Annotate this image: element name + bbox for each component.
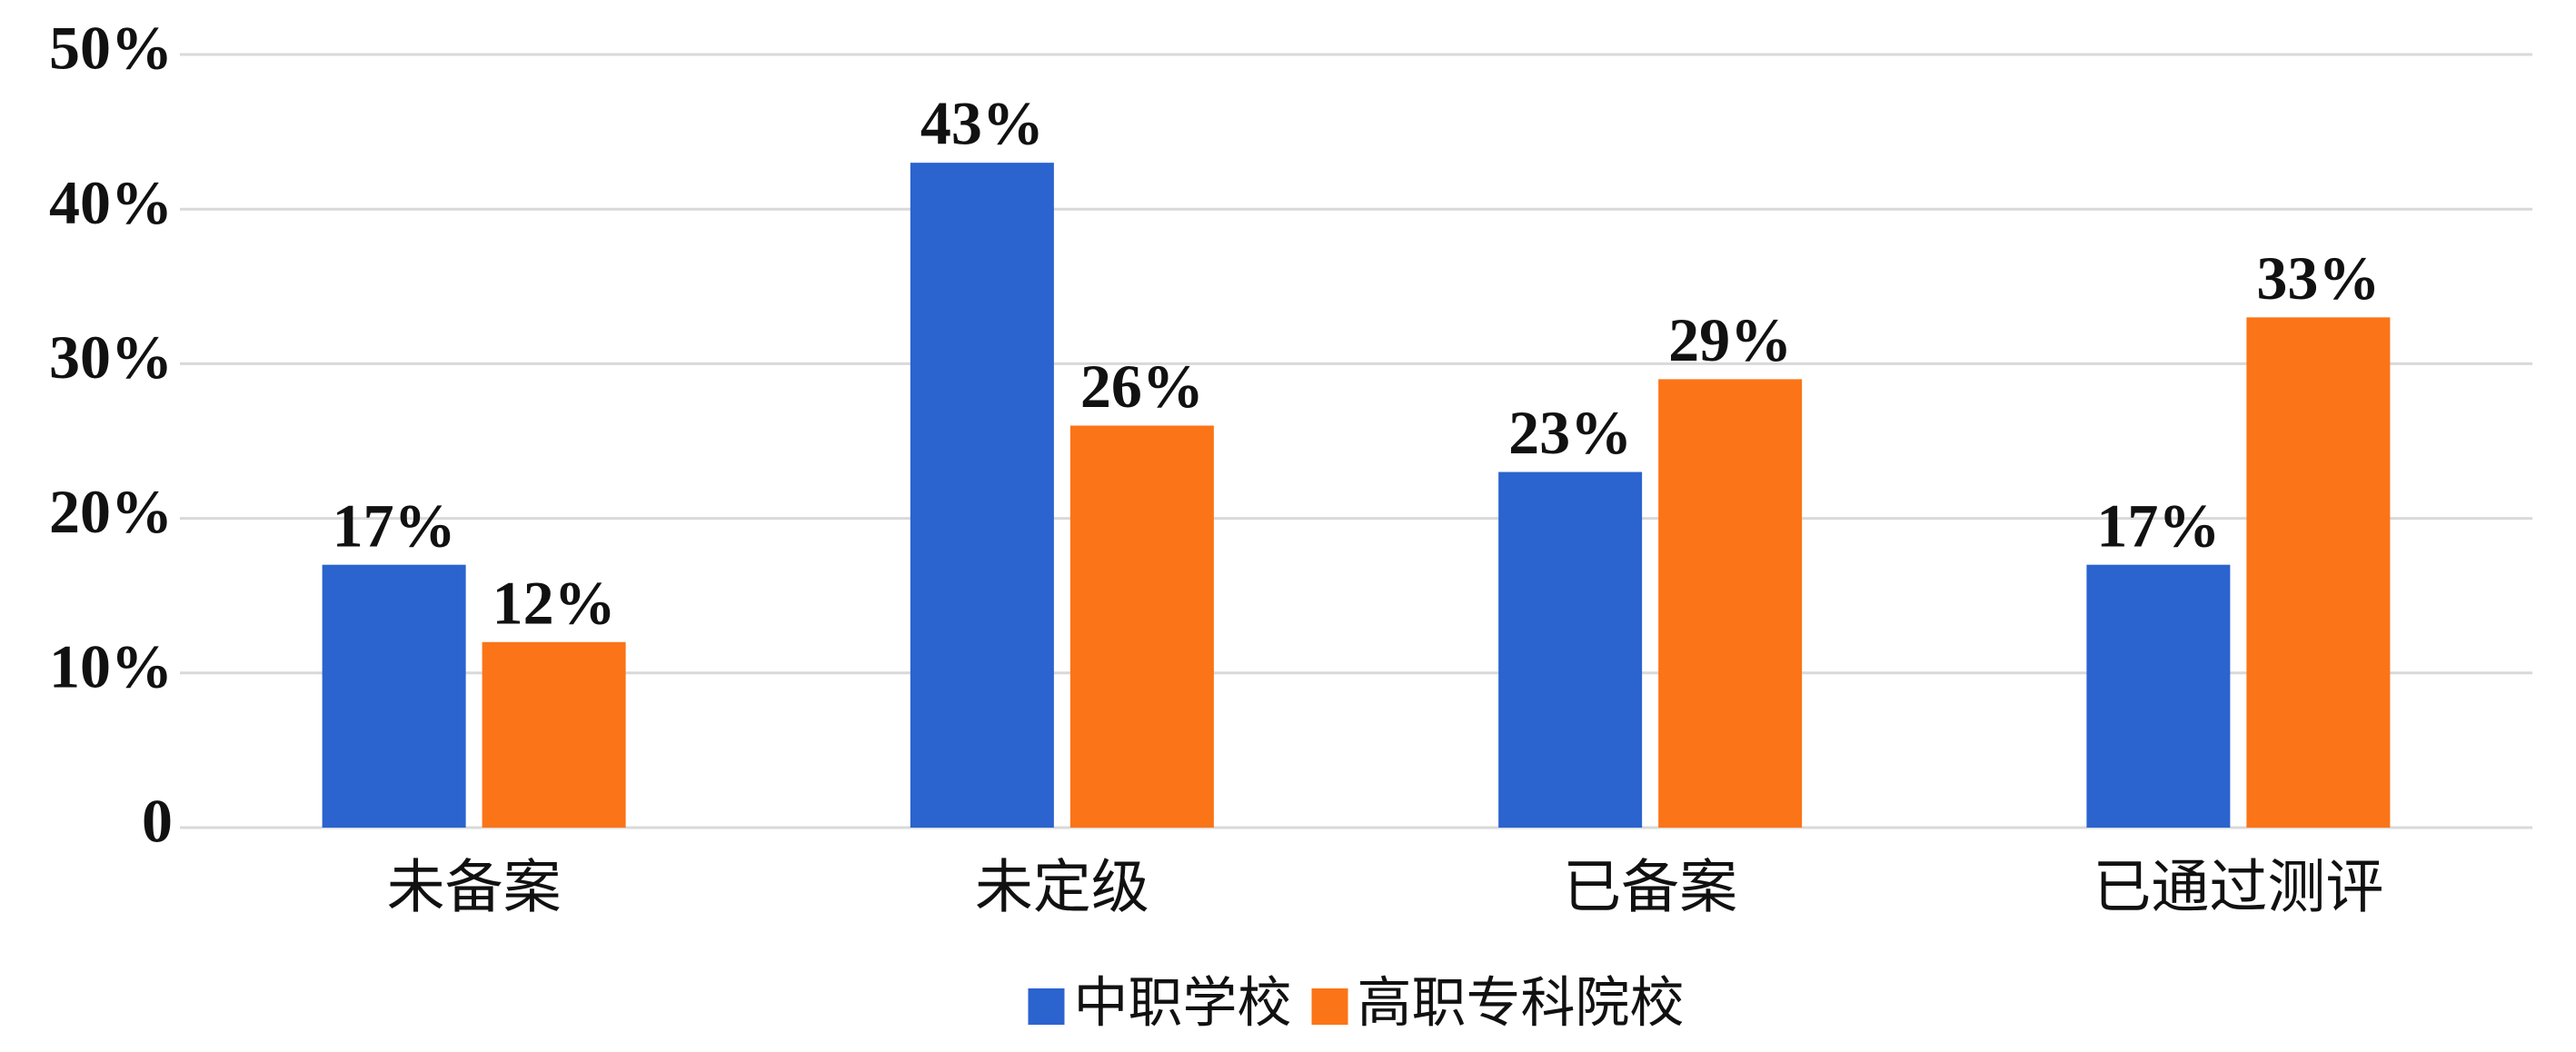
x-tick-label: 未定级 bbox=[975, 855, 1149, 922]
bar bbox=[2086, 564, 2231, 828]
y-tick-label: 10% bbox=[49, 631, 173, 700]
bar bbox=[1658, 379, 1803, 828]
bar bbox=[2246, 317, 2391, 829]
x-tick-label: 未备案 bbox=[387, 855, 562, 922]
y-tick-label: 30% bbox=[49, 323, 173, 392]
x-tick-label: 已备案 bbox=[1563, 855, 1737, 922]
y-tick-label: 50% bbox=[49, 14, 173, 83]
value-label: 12% bbox=[492, 568, 616, 637]
value-label: 17% bbox=[2096, 491, 2220, 560]
bar bbox=[910, 163, 1054, 828]
value-label: 23% bbox=[1508, 398, 1632, 467]
bar bbox=[1498, 471, 1643, 828]
value-label: 29% bbox=[1668, 305, 1792, 374]
x-tick-label: 已通过测评 bbox=[2093, 855, 2383, 922]
value-label: 33% bbox=[2256, 243, 2380, 313]
legend-label: 中职学校 bbox=[1074, 972, 1292, 1036]
legend-swatch bbox=[1311, 988, 1348, 1025]
y-tick-label: 40% bbox=[49, 168, 173, 237]
y-tick-label: 0 bbox=[142, 787, 173, 856]
value-label: 26% bbox=[1080, 352, 1204, 421]
value-label: 17% bbox=[333, 491, 456, 560]
y-tick-label: 20% bbox=[49, 477, 173, 546]
bar bbox=[1069, 425, 1214, 828]
legend-swatch bbox=[1028, 988, 1065, 1025]
bar bbox=[322, 564, 466, 828]
value-label: 43% bbox=[920, 89, 1044, 158]
legend-label: 高职专科院校 bbox=[1358, 972, 1685, 1036]
bar bbox=[482, 641, 626, 828]
